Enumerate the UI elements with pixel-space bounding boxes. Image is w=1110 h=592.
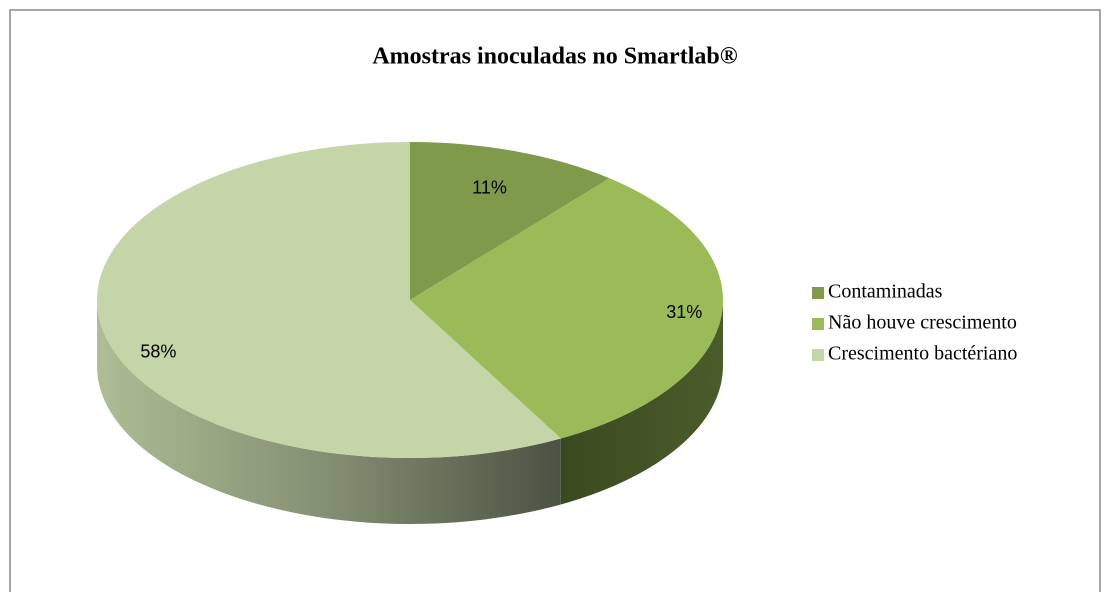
legend-swatch: [812, 318, 824, 330]
pie-slice: [96, 142, 561, 458]
legend-swatch: [812, 349, 824, 361]
legend-label: Não houve crescimento: [828, 312, 1017, 334]
chart-title: Amostras inoculadas no Smartlab®: [372, 44, 737, 70]
legend-swatch: [812, 287, 824, 299]
pie-slice-side: [97, 300, 561, 524]
legend-label: Contaminadas: [828, 281, 943, 303]
pie-slice: [410, 142, 610, 300]
data-label: 58%: [140, 341, 176, 361]
chart-frame: [9, 9, 1101, 592]
pie-slice-side: [560, 300, 723, 505]
data-label: 11%: [472, 177, 507, 197]
pie-slice: [410, 178, 723, 439]
data-label: 31%: [666, 302, 702, 322]
legend-label: Crescimento bactériano: [828, 343, 1017, 365]
